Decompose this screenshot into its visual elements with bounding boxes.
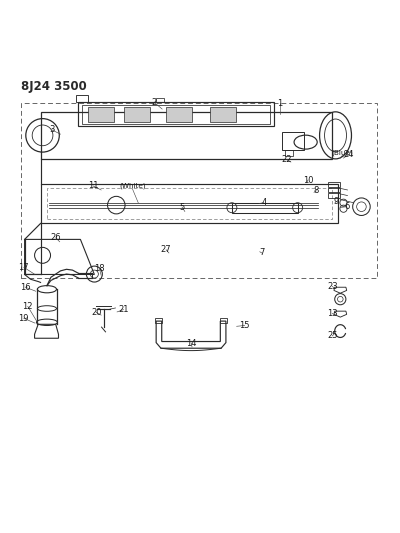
Bar xyxy=(328,193,340,198)
Text: 3: 3 xyxy=(49,125,54,134)
Text: 22: 22 xyxy=(282,155,292,164)
Bar xyxy=(124,107,150,122)
Text: 24: 24 xyxy=(343,150,354,159)
Text: 27: 27 xyxy=(161,245,172,254)
Bar xyxy=(282,132,304,150)
Text: 16: 16 xyxy=(20,282,31,292)
Bar xyxy=(46,188,332,220)
Text: 6: 6 xyxy=(344,202,349,211)
Bar xyxy=(21,103,377,278)
Text: 15: 15 xyxy=(239,321,250,330)
Bar xyxy=(166,107,192,122)
Bar xyxy=(40,112,332,159)
Text: 11: 11 xyxy=(88,181,98,190)
Text: 9: 9 xyxy=(334,197,339,206)
Text: 18: 18 xyxy=(94,264,105,273)
Bar xyxy=(76,95,88,102)
Bar xyxy=(155,318,162,322)
Text: 20: 20 xyxy=(91,308,102,317)
Text: 25: 25 xyxy=(327,332,338,341)
Text: 2: 2 xyxy=(152,98,157,107)
Bar xyxy=(88,107,114,122)
Text: 13: 13 xyxy=(327,309,338,318)
Text: 17: 17 xyxy=(18,263,29,272)
Text: 8J24 3500: 8J24 3500 xyxy=(21,80,86,93)
Bar xyxy=(328,188,340,192)
Bar xyxy=(284,150,293,156)
Text: 19: 19 xyxy=(18,314,29,323)
Text: 26: 26 xyxy=(50,233,61,243)
Bar xyxy=(328,182,340,187)
Text: 14: 14 xyxy=(186,338,196,348)
Text: 21: 21 xyxy=(118,305,129,314)
Bar xyxy=(82,104,270,124)
Bar xyxy=(232,203,298,213)
Text: 1: 1 xyxy=(277,99,282,108)
Text: 10: 10 xyxy=(303,175,313,184)
Text: 8: 8 xyxy=(314,186,319,195)
Text: (Blue): (Blue) xyxy=(332,149,354,156)
Bar xyxy=(210,107,236,122)
Text: 12: 12 xyxy=(22,302,33,311)
Text: (White): (White) xyxy=(119,183,146,189)
Text: 4: 4 xyxy=(261,198,266,207)
Text: 23: 23 xyxy=(327,282,338,291)
Text: 5: 5 xyxy=(180,203,185,212)
Bar xyxy=(40,184,338,223)
Bar xyxy=(220,318,227,322)
Text: 7: 7 xyxy=(259,248,264,257)
Bar xyxy=(78,102,274,126)
Bar xyxy=(156,98,164,102)
